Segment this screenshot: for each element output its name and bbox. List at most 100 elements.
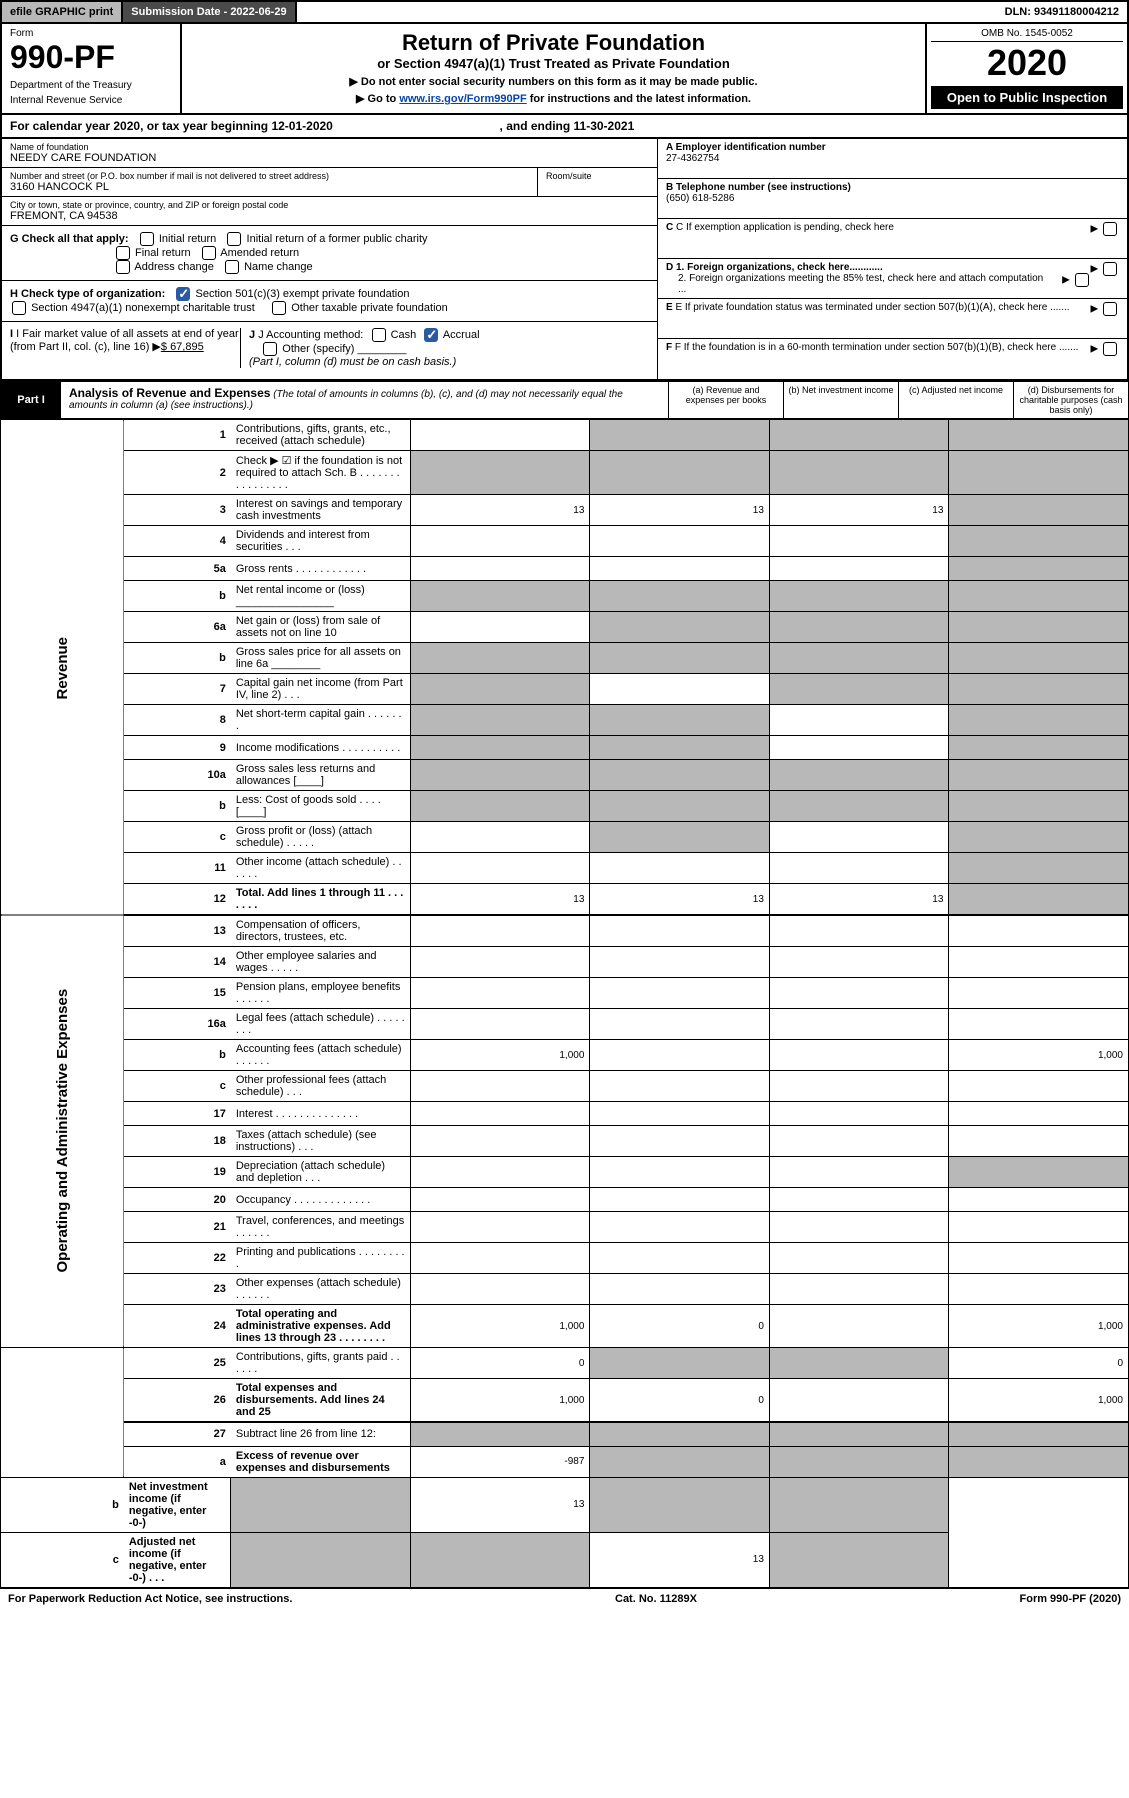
table-row: 15Pension plans, employee benefits . . .… [1,978,1129,1009]
cell-b [590,947,770,978]
tax-year: 2020 [931,42,1123,84]
cell-a [410,451,590,495]
chk-other-method[interactable] [263,342,277,356]
cell-b: 0 [590,1305,770,1348]
table-row: bNet investment income (if negative, ent… [1,1477,1129,1532]
chk-terminated[interactable] [1103,302,1117,316]
cell-a: 1,000 [410,1305,590,1348]
table-row: 19Depreciation (attach schedule) and dep… [1,1157,1129,1188]
chk-final-return[interactable] [116,246,130,260]
cell-c [769,451,949,495]
cell-a [410,1126,590,1157]
cell-a [410,1274,590,1305]
cell-b [590,1102,770,1126]
cell-a [410,526,590,557]
cell-a [410,947,590,978]
ein-value: 27-4362754 [666,153,719,164]
cell-b [590,526,770,557]
line-number: 20 [124,1188,231,1212]
chk-60month[interactable] [1103,342,1117,356]
cell-c [769,760,949,791]
cell-c [769,1188,949,1212]
cell-b [590,1040,770,1071]
chk-exemption-pending[interactable] [1103,222,1117,236]
line-number: 1 [124,420,231,451]
table-row: 7Capital gain net income (from Part IV, … [1,674,1129,705]
cell-dd [769,1477,949,1532]
cell-dd: 1,000 [949,1305,1129,1348]
chk-cash[interactable] [372,328,386,342]
chk-address-change[interactable] [116,260,130,274]
cell-b [590,705,770,736]
cell-b [590,643,770,674]
chk-foreign-85[interactable] [1075,273,1089,287]
cell-c [769,1446,949,1477]
table-row: Revenue1Contributions, gifts, grants, et… [1,420,1129,451]
cell-dd [949,1009,1129,1040]
line-desc: Legal fees (attach schedule) . . . . . .… [231,1009,411,1040]
cell-b [410,1532,590,1587]
cell-a [410,853,590,884]
cell-b [590,791,770,822]
chk-foreign-org[interactable] [1103,262,1117,276]
footer-left: For Paperwork Reduction Act Notice, see … [8,1593,292,1605]
cell-b [590,1274,770,1305]
irs-link[interactable]: www.irs.gov/Form990PF [399,93,526,105]
col-c-header: (c) Adjusted net income [898,382,1013,418]
line-number: 2 [124,451,231,495]
line-number: 10a [124,760,231,791]
cell-a [410,1422,590,1446]
cell-a [231,1477,411,1532]
line-number: b [124,581,231,612]
line-number: 13 [124,915,231,947]
chk-4947[interactable] [12,301,26,315]
table-row: cAdjusted net income (if negative, enter… [1,1532,1129,1587]
cell-a [410,705,590,736]
cell-dd [949,495,1129,526]
chk-initial-return[interactable] [140,232,154,246]
section-g: G Check all that apply: Initial return I… [2,226,657,281]
line-number: 21 [124,1212,231,1243]
cell-dd [949,674,1129,705]
table-row: 16aLegal fees (attach schedule) . . . . … [1,1009,1129,1040]
line-desc: Gross sales less returns and allowances … [231,760,411,791]
chk-name-change[interactable] [225,260,239,274]
cell-c [769,978,949,1009]
cell-c [769,915,949,947]
city-state-zip: FREMONT, CA 94538 [10,210,649,222]
part1-title-cell: Analysis of Revenue and Expenses (The to… [61,382,668,418]
cell-c [769,1157,949,1188]
cell-c [769,643,949,674]
table-row: 12Total. Add lines 1 through 11 . . . . … [1,884,1129,916]
cell-c [769,1348,949,1379]
cell-b [590,1243,770,1274]
cell-dd [949,1212,1129,1243]
chk-other-taxable[interactable] [272,301,286,315]
chk-accrual[interactable] [424,328,438,342]
cell-c [769,1274,949,1305]
cell-c [769,791,949,822]
cell-a: 0 [410,1348,590,1379]
line-number: 18 [124,1126,231,1157]
line-number: 11 [124,853,231,884]
line-number: b [1,1477,124,1532]
cell-dd [949,1126,1129,1157]
cell-b [590,978,770,1009]
cell-a [410,643,590,674]
cell-dd [949,978,1129,1009]
cell-dd [949,420,1129,451]
cell-b [590,822,770,853]
section-ij: I I Fair market value of all assets at e… [2,322,657,374]
line-number: 7 [124,674,231,705]
foundation-name: NEEDY CARE FOUNDATION [10,152,649,164]
cell-b [590,1422,770,1446]
cell-c [590,1477,770,1532]
chk-amended[interactable] [202,246,216,260]
chk-501c3[interactable] [176,287,190,301]
chk-initial-former[interactable] [227,232,241,246]
form-number: 990-PF [10,39,172,76]
cell-b [590,1348,770,1379]
table-row: 22Printing and publications . . . . . . … [1,1243,1129,1274]
cell-a [410,1102,590,1126]
instruct-ssn: ▶ Do not enter social security numbers o… [194,75,913,88]
